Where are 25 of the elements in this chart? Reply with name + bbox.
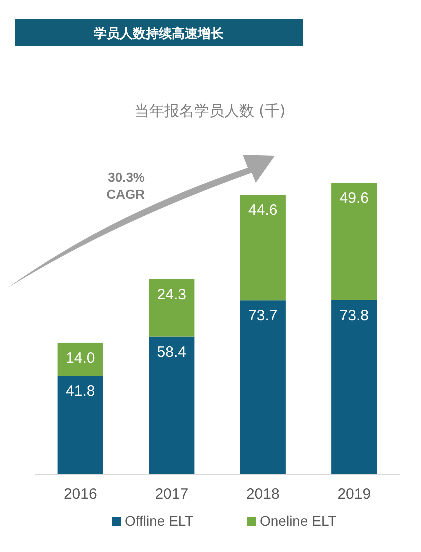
data-label: 44.6 [248,202,278,220]
data-label: 73.7 [248,308,278,325]
x-tick-label: 2019 [338,486,372,503]
x-tick-label: 2016 [64,486,98,503]
x-tick-label: 2018 [246,486,280,503]
data-label: 24.3 [157,286,186,304]
chart-title: 学员人数持续高速增长 [94,26,225,42]
data-label: 58.4 [157,344,186,361]
bar [58,376,104,475]
bar [332,300,378,475]
chart-subtitle: 当年报名学员人数 (千) [134,102,286,120]
data-label: 49.6 [340,190,369,207]
bar [240,300,286,475]
annotation: 30.3% CAGR [106,170,146,202]
data-label: 14.0 [66,350,96,367]
data-label: 41.8 [66,383,96,400]
bar [332,183,378,300]
bar [149,336,195,475]
legend-label: Oneline ELT [260,513,338,529]
legend-label: Offline ELT [125,513,194,529]
bar [58,342,104,376]
bar [149,279,195,337]
data-label: 73.8 [340,307,369,324]
bar [240,195,286,301]
x-tick-label: 2017 [155,486,189,503]
